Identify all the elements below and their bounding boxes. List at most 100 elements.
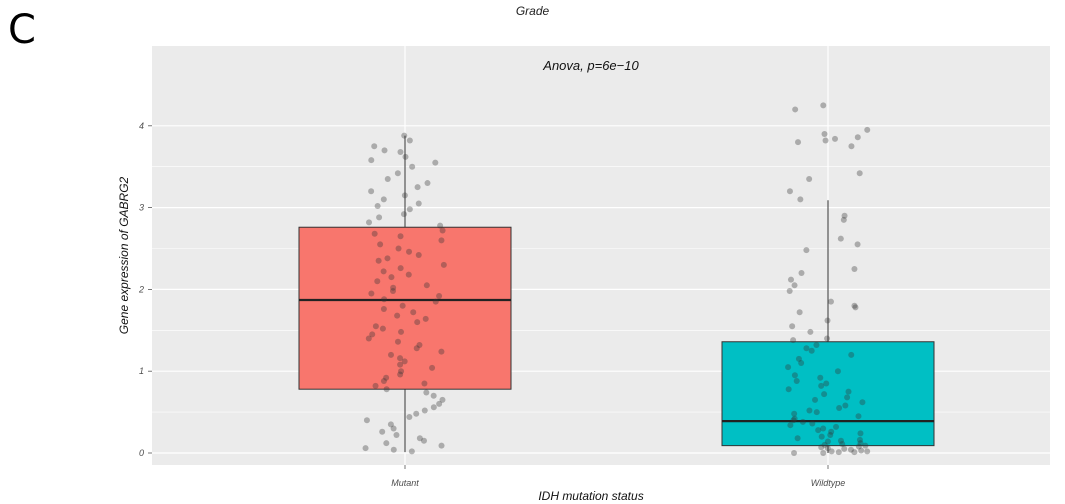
- data-point: [852, 304, 859, 311]
- data-point: [817, 374, 824, 381]
- data-point: [423, 282, 430, 289]
- data-point: [429, 364, 436, 371]
- data-point: [416, 435, 423, 442]
- data-point: [818, 444, 825, 451]
- data-point: [387, 351, 394, 358]
- data-point: [363, 417, 370, 424]
- data-point: [841, 212, 848, 219]
- data-point: [420, 437, 427, 444]
- data-point: [786, 288, 793, 295]
- data-point: [858, 447, 865, 454]
- data-point: [406, 248, 413, 255]
- data-point: [790, 337, 797, 344]
- data-point: [818, 433, 825, 440]
- data-point: [787, 276, 794, 283]
- data-point: [394, 338, 401, 345]
- data-point: [432, 159, 439, 166]
- data-point: [430, 392, 437, 399]
- data-point: [380, 196, 387, 203]
- panel-letter: C: [8, 7, 36, 53]
- data-point: [368, 290, 375, 297]
- data-point: [833, 423, 840, 430]
- data-point: [380, 306, 387, 313]
- data-point: [424, 180, 431, 187]
- x-tick-label: Mutant: [391, 478, 419, 488]
- data-point: [856, 436, 863, 443]
- data-point: [369, 331, 376, 338]
- data-point: [381, 147, 388, 154]
- data-point: [796, 309, 803, 316]
- data-point: [374, 278, 381, 285]
- data-point: [383, 386, 390, 393]
- data-point: [406, 206, 413, 213]
- data-point: [399, 302, 406, 309]
- data-point: [824, 317, 831, 324]
- data-point: [380, 378, 387, 385]
- data-point: [383, 374, 390, 381]
- y-tick-label: 4: [139, 121, 144, 131]
- data-point: [377, 241, 384, 248]
- data-point: [394, 312, 401, 319]
- data-point: [365, 335, 372, 342]
- data-point: [837, 235, 844, 242]
- data-point: [808, 347, 815, 354]
- stat-annotation: Anova, p=6e−10: [542, 58, 639, 73]
- data-point: [414, 319, 421, 326]
- data-point: [857, 430, 864, 437]
- data-point: [390, 425, 397, 432]
- data-point: [828, 428, 835, 435]
- data-point: [812, 396, 819, 403]
- data-point: [797, 196, 804, 203]
- data-point: [413, 410, 420, 417]
- data-point: [806, 407, 813, 414]
- data-point: [436, 292, 443, 299]
- data-point: [848, 351, 855, 358]
- data-point: [813, 342, 820, 349]
- data-point: [397, 361, 404, 368]
- x-axis-title: IDH mutation status: [538, 489, 643, 503]
- data-point: [824, 335, 831, 342]
- data-point: [831, 135, 838, 142]
- data-point: [793, 378, 800, 385]
- data-point: [821, 441, 828, 448]
- data-point: [791, 415, 798, 422]
- data-point: [855, 413, 862, 420]
- data-point: [795, 355, 802, 362]
- data-point: [380, 268, 387, 275]
- data-point: [785, 364, 792, 371]
- data-point: [406, 414, 413, 421]
- data-point: [371, 230, 378, 237]
- data-point: [438, 237, 445, 244]
- data-point: [837, 437, 844, 444]
- data-point: [395, 245, 402, 252]
- data-point: [430, 404, 437, 411]
- data-point: [383, 440, 390, 447]
- data-point: [820, 450, 827, 456]
- data-point: [432, 298, 439, 305]
- data-point: [439, 227, 446, 234]
- data-point: [410, 309, 417, 316]
- data-point: [379, 325, 386, 332]
- data-point: [397, 265, 404, 272]
- y-axis-title: Gene expression of GABRG2: [117, 176, 131, 334]
- data-point: [806, 175, 813, 182]
- data-point: [789, 323, 796, 330]
- data-point: [406, 137, 413, 144]
- data-point: [791, 450, 798, 456]
- data-point: [798, 360, 805, 367]
- data-point: [851, 449, 858, 456]
- data-point: [859, 399, 866, 406]
- data-point: [397, 355, 404, 362]
- data-point: [376, 214, 383, 221]
- data-point: [421, 407, 428, 414]
- data-point: [436, 400, 443, 407]
- data-point: [835, 449, 842, 456]
- data-point: [401, 358, 408, 365]
- data-point: [851, 265, 858, 272]
- data-point: [851, 302, 858, 309]
- data-point: [856, 170, 863, 177]
- data-point: [822, 137, 829, 144]
- data-point: [807, 328, 814, 335]
- y-tick-label: 2: [138, 284, 144, 294]
